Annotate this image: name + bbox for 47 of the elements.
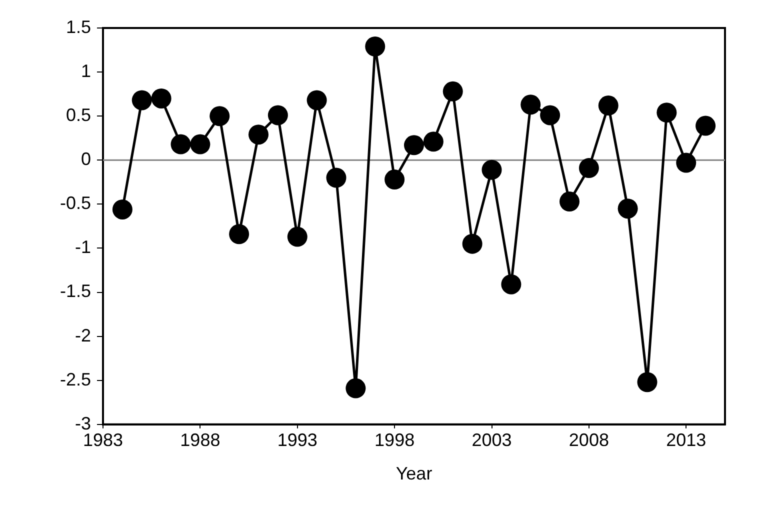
x-tick-label: 2013 xyxy=(666,430,706,450)
point xyxy=(656,102,677,123)
point xyxy=(170,134,191,154)
y-tick-label: 0 xyxy=(80,149,91,170)
x-tick-label: 1993 xyxy=(277,430,318,450)
point xyxy=(598,96,618,116)
y-tick-label: 1.5 xyxy=(66,16,91,37)
x-tick-label: 1988 xyxy=(180,430,220,450)
point xyxy=(404,135,424,156)
point xyxy=(540,105,560,126)
point xyxy=(462,234,482,254)
point xyxy=(578,158,599,178)
x-axis-title: Year xyxy=(396,463,432,484)
y-tick-label: -1.5 xyxy=(60,281,91,302)
point xyxy=(365,36,386,56)
point xyxy=(248,124,268,145)
x-tick-label: 2003 xyxy=(472,430,512,450)
y-tick-label: 0.5 xyxy=(66,105,91,126)
point xyxy=(151,88,172,108)
point xyxy=(442,81,463,102)
point xyxy=(287,226,308,247)
y-tick-label: -0.5 xyxy=(60,193,91,214)
point xyxy=(326,168,346,188)
point xyxy=(637,372,658,392)
point xyxy=(132,90,152,110)
y-tick-label: -2.5 xyxy=(60,369,91,390)
y-tick-label: -2 xyxy=(74,325,91,346)
point xyxy=(229,224,250,244)
y-tick-label: -1 xyxy=(74,237,91,258)
point xyxy=(112,199,132,220)
point xyxy=(384,170,405,190)
point xyxy=(482,160,502,180)
x-tick-label: 2008 xyxy=(568,430,609,450)
point xyxy=(346,378,366,398)
point xyxy=(520,94,541,115)
point xyxy=(423,132,444,152)
point xyxy=(306,90,327,110)
point xyxy=(190,134,210,154)
point xyxy=(696,116,716,136)
point xyxy=(501,274,522,294)
point xyxy=(210,106,230,126)
x-tick-label: 1998 xyxy=(374,430,415,450)
point xyxy=(618,198,638,219)
y-tick-label: 1 xyxy=(80,61,91,82)
point xyxy=(268,105,288,126)
point xyxy=(560,192,580,212)
point xyxy=(676,152,696,173)
